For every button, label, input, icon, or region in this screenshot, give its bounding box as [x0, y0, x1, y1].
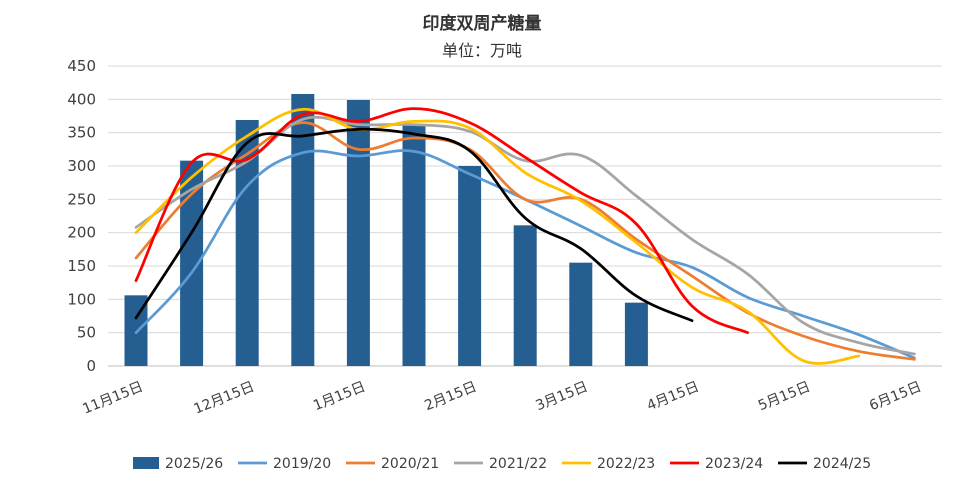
y-tick-label: 200 — [67, 224, 96, 242]
series-line — [134, 149, 916, 360]
x-axis: 11月15日 12月15日 1月15日 2月15日 3月15日 4月15日 5月15日 6月1… — [80, 379, 923, 418]
y-tick-label: 450 — [67, 57, 96, 75]
line-series — [134, 107, 916, 365]
series-line — [134, 107, 861, 365]
series-line — [134, 121, 916, 361]
bar-series — [124, 94, 648, 366]
y-tick-label: 0 — [86, 357, 96, 375]
series-line — [134, 107, 749, 335]
legend-label: 2022/23 — [597, 456, 655, 472]
y-tick-label: 300 — [67, 157, 96, 175]
legend-swatch-bar — [133, 457, 159, 469]
legend-label: 2021/22 — [489, 456, 547, 472]
legend-label: 2025/26 — [165, 456, 223, 472]
y-tick-label: 150 — [67, 257, 96, 275]
y-axis: 0 50 100 150 200 250 300 350 400 450 — [67, 57, 96, 375]
legend-label: 2019/20 — [273, 456, 331, 472]
legend-item: 2023/24 — [670, 456, 763, 472]
y-tick-label: 350 — [67, 124, 96, 142]
legend-item: 2019/20 — [238, 456, 331, 472]
x-tick-label: 1月15日 — [311, 379, 368, 414]
bar — [180, 160, 204, 366]
y-tick-label: 400 — [67, 90, 96, 108]
x-tick-label: 6月15日 — [867, 379, 924, 414]
bar — [513, 225, 537, 366]
legend-label: 2020/21 — [381, 456, 439, 472]
x-tick-label: 2月15日 — [422, 379, 479, 414]
chart-subtitle: 单位：万吨 — [442, 41, 522, 60]
x-tick-label: 5月15日 — [756, 379, 813, 414]
legend-item: 2025/26 — [133, 456, 223, 472]
bar — [624, 302, 648, 366]
chart-title: 印度双周产糖量 — [423, 13, 542, 34]
y-tick-label: 100 — [67, 290, 96, 308]
series-line — [134, 127, 694, 323]
bar — [458, 166, 482, 366]
legend-item: 2024/25 — [778, 456, 871, 472]
bar — [569, 262, 593, 366]
bar — [291, 94, 315, 366]
bar — [346, 100, 370, 366]
x-tick-label: 12月15日 — [192, 379, 257, 418]
legend-label: 2024/25 — [813, 456, 871, 472]
y-tick-label: 250 — [67, 190, 96, 208]
x-tick-label: 4月15日 — [645, 379, 702, 414]
bar — [402, 125, 426, 366]
x-tick-label: 3月15日 — [534, 379, 591, 414]
legend-label: 2023/24 — [705, 456, 763, 472]
y-tick-label: 50 — [77, 324, 96, 342]
legend-item: 2022/23 — [562, 456, 655, 472]
legend-item: 2020/21 — [346, 456, 439, 472]
x-tick-label: 11月15日 — [80, 379, 145, 418]
legend: 2025/26 2019/20 2020/21 2021/22 2022/23 2023/… — [133, 456, 871, 472]
legend-item: 2021/22 — [454, 456, 547, 472]
